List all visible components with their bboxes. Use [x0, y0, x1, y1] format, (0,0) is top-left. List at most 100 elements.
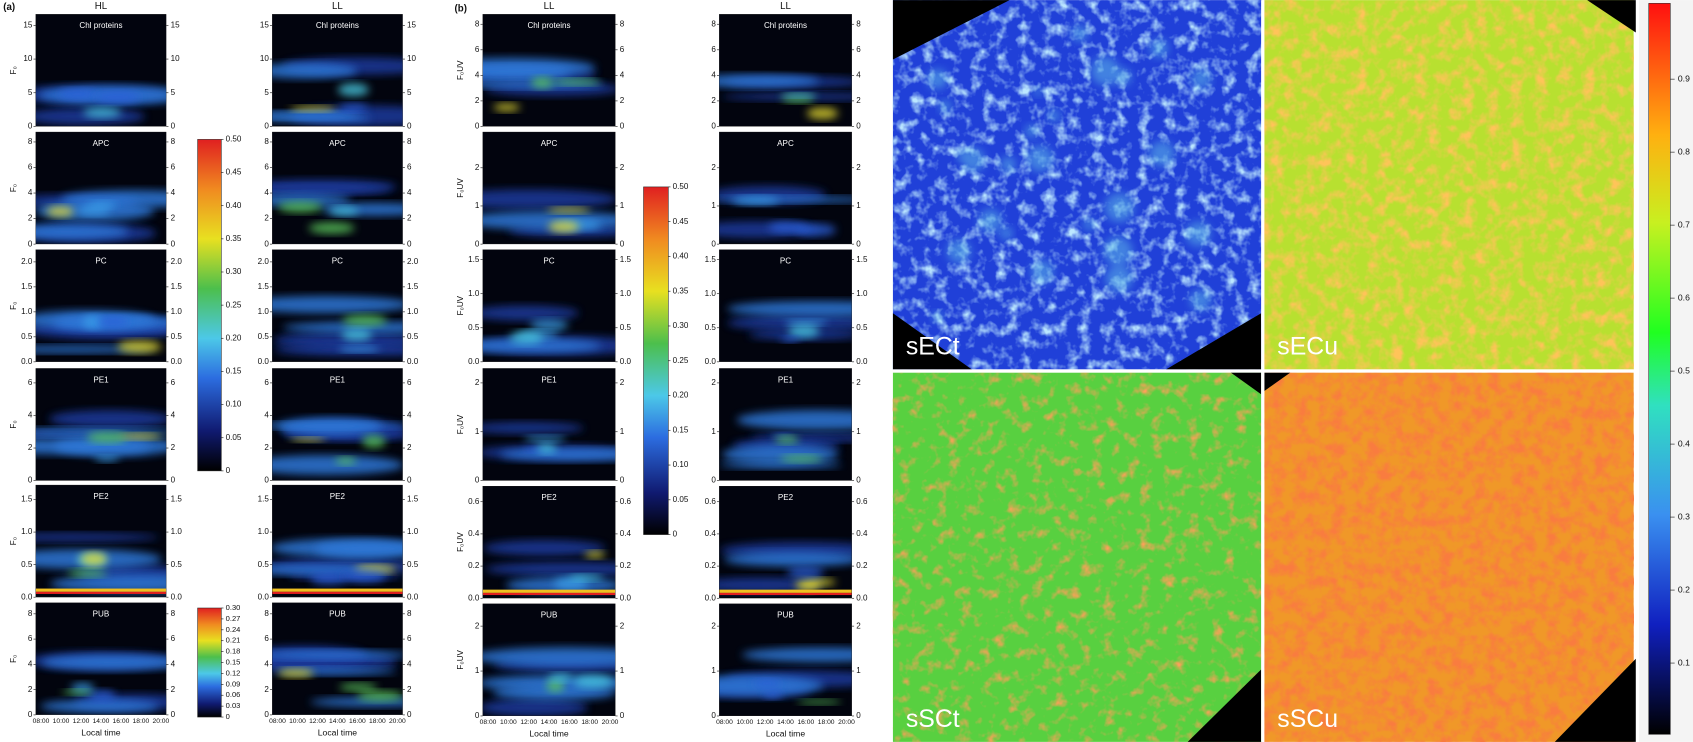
contour-spot	[531, 77, 554, 89]
contour-spot	[781, 92, 818, 98]
row-title: APC	[329, 139, 346, 148]
colorbar-tick-label: 0.5	[1678, 365, 1690, 375]
column-title: LL	[544, 1, 555, 12]
contour-band	[723, 551, 852, 567]
colorbar-tick-label: 0	[226, 466, 231, 475]
contour-band	[719, 74, 820, 88]
y-tick-label: 1.5	[407, 282, 419, 291]
contour-field	[35, 249, 167, 362]
contour-spot	[80, 552, 108, 566]
contour-spot	[732, 196, 780, 205]
contour-field	[719, 131, 852, 245]
colorbar-tick-label: 0.10	[226, 400, 242, 409]
y-tick-label: 0	[171, 476, 176, 485]
cell-blob	[927, 69, 948, 89]
y-tick-label: 2	[711, 163, 716, 172]
colorbar-tick-label: 0.35	[226, 234, 242, 243]
cell-blob	[1071, 25, 1088, 42]
colorbar-tick-label: 0.45	[673, 217, 689, 226]
x-tick-label: 08:00	[480, 719, 497, 726]
y-tick-label: 2	[475, 96, 480, 105]
y-axis-label: F₀	[9, 420, 18, 428]
row-title: PE1	[330, 375, 346, 384]
y-tick-label: 8	[171, 609, 176, 618]
colorbar-tick-label: 0.12	[226, 668, 241, 677]
contour-band	[500, 448, 616, 461]
row-title: PE2	[330, 492, 346, 501]
x-tick-label: 08:00	[269, 718, 286, 725]
y-tick-label: 5	[171, 88, 176, 97]
y-tick-label: 4	[264, 411, 269, 420]
micrograph-texture	[892, 372, 1263, 742]
x-tick-label: 14:00	[541, 719, 558, 726]
y-tick-label: 0.0	[21, 592, 33, 601]
y-tick-label: 8	[28, 137, 33, 146]
micrograph-mask	[1230, 372, 1262, 395]
y-tick-label: 0.5	[407, 560, 419, 569]
x-axis-label: Local time	[318, 728, 358, 738]
y-tick-label: 1.0	[468, 289, 480, 298]
contour-spot	[753, 679, 781, 688]
y-tick-label: 0.4	[856, 529, 868, 538]
contour-field	[272, 602, 403, 715]
y-tick-label: 0	[620, 711, 625, 720]
x-tick-label: 20:00	[153, 718, 170, 725]
contour-field	[272, 484, 403, 598]
y-tick-label: 2	[856, 96, 861, 105]
row-title: Chl proteins	[764, 21, 807, 30]
y-tick-label: 4	[407, 411, 412, 420]
y-tick-label: 2	[711, 96, 716, 105]
y-tick-label: 0.0	[856, 357, 868, 366]
contour-spot	[277, 201, 323, 213]
contour-band	[48, 410, 167, 428]
colorbar-tick-label: 0.25	[673, 356, 689, 365]
y-tick-label: 0	[475, 476, 480, 485]
micrograph-label: sSCu	[1277, 706, 1338, 733]
colorbar	[643, 186, 669, 535]
row-title: APC	[93, 139, 110, 148]
y-tick-label: 1	[475, 427, 480, 436]
micrograph-texture	[1264, 0, 1634, 370]
y-tick-label: 0	[620, 239, 625, 248]
x-tick-label: 18:00	[581, 719, 598, 726]
y-axis-label: F₀UV	[456, 60, 465, 80]
y-tick-label: 0.5	[258, 560, 270, 569]
micrograph: sSCu	[1264, 372, 1636, 742]
row-title: PUB	[777, 611, 794, 620]
y-tick-label: 2	[264, 214, 269, 223]
y-tick-label: 1.0	[171, 527, 183, 536]
contour-spot	[94, 455, 120, 462]
contour-spot	[61, 689, 92, 695]
y-tick-label: 2	[171, 443, 176, 452]
y-tick-label: 15	[171, 21, 180, 30]
y-tick-label: 8	[856, 19, 861, 28]
micrograph-texture	[1264, 372, 1634, 742]
y-tick-label: 1.0	[171, 307, 183, 316]
contour-band	[273, 343, 403, 357]
contour-band	[482, 189, 616, 209]
y-tick-label: 2	[475, 163, 480, 172]
contour-band	[736, 410, 852, 430]
cell-blob	[1031, 260, 1054, 284]
contour-edge	[482, 592, 616, 596]
y-tick-label: 4	[28, 660, 33, 669]
y-tick-label: 0	[856, 476, 861, 485]
y-tick-label: 1.0	[21, 307, 33, 316]
y-tick-label: 1.0	[21, 527, 33, 536]
contour-field	[35, 131, 167, 245]
y-tick-label: 6	[264, 378, 269, 387]
y-tick-label: 15	[260, 21, 269, 30]
y-tick-label: 0.0	[620, 593, 632, 602]
cell-blob	[1103, 236, 1133, 266]
y-tick-label: 0	[264, 239, 269, 248]
y-tick-label: 6	[171, 634, 176, 643]
contour-field	[35, 484, 167, 598]
y-tick-label: 0	[264, 710, 269, 719]
y-tick-label: 0	[856, 711, 861, 720]
contour-spot	[536, 443, 557, 454]
contour-band	[39, 699, 160, 713]
contour-band	[482, 305, 579, 321]
cell-blob	[1191, 69, 1211, 89]
colorbar-tick-label: 0.30	[226, 603, 241, 612]
colorbar-tick-label: 0.15	[226, 658, 241, 667]
